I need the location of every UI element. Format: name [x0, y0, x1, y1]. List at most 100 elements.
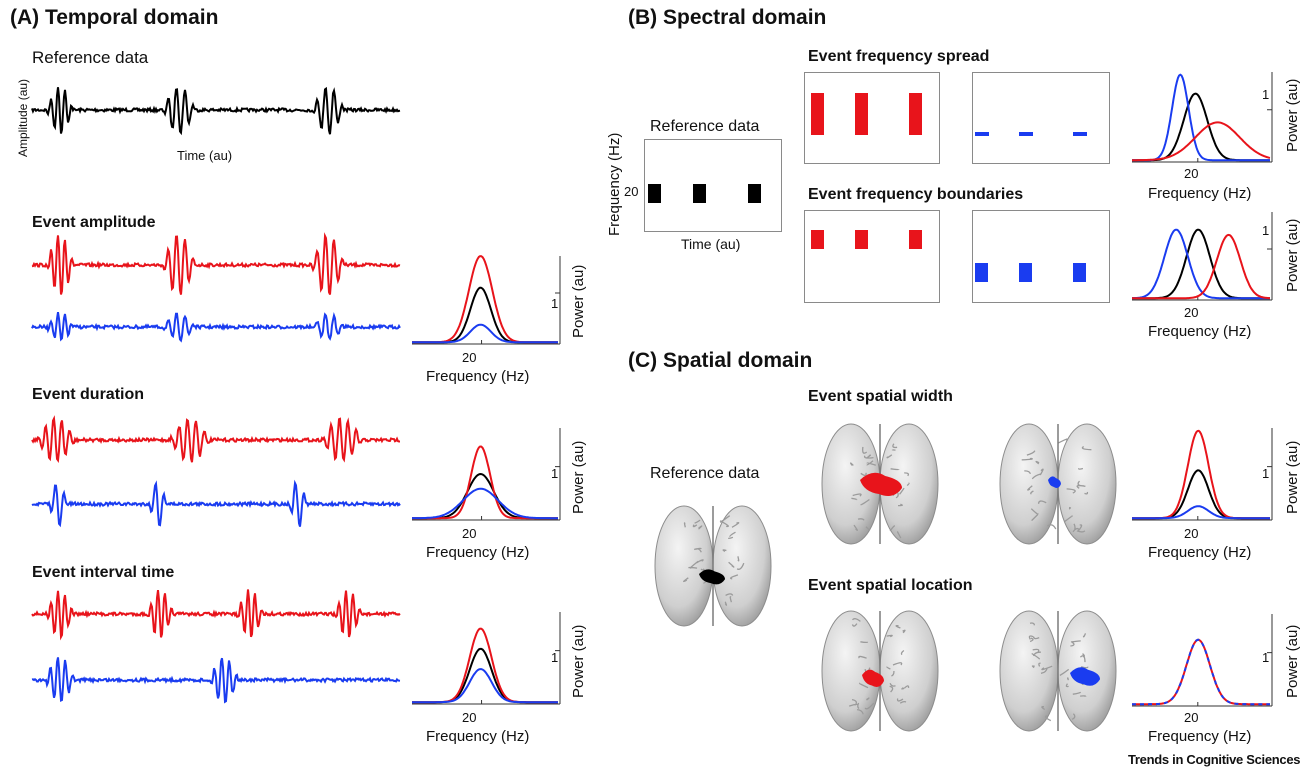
activation-blob — [862, 669, 884, 687]
activation-blob — [1070, 667, 1100, 686]
reference-time-trace — [31, 86, 401, 136]
spectrum-curve — [1132, 228, 1270, 300]
brain-gyri — [1021, 438, 1092, 533]
spectrum-curve — [412, 668, 558, 704]
brain-hemisphere — [999, 610, 1059, 732]
spectrum-duration — [412, 428, 561, 521]
amplitude-red-trace — [31, 232, 401, 295]
panel-b-frequency-label: Frequency (Hz) — [606, 132, 623, 236]
brain-spatial-location-blue — [999, 610, 1117, 732]
spectrum-curve — [412, 487, 558, 520]
activation-blob — [699, 569, 725, 585]
spectrum-spread-ytick: 1 — [1262, 87, 1270, 102]
boundaries-blue-block — [1073, 263, 1086, 282]
spread-blue-box — [972, 72, 1110, 164]
brain-gyri — [1028, 622, 1089, 722]
panel-b-reference-title: Reference data — [650, 118, 760, 135]
spectrum-axes — [1132, 428, 1273, 521]
spectrum-amplitude — [412, 255, 561, 345]
reference-spectral-box — [644, 139, 782, 232]
spectrum-boundaries-ylabel: Power (au) — [1284, 218, 1301, 292]
spectrum-width-xtick: 20 — [1184, 526, 1199, 541]
spectrum-curve — [412, 286, 558, 344]
panel-a-amplitude-label: Amplitude (au) — [16, 78, 30, 157]
boundaries-red-block — [909, 230, 922, 249]
spectrum-curve — [412, 323, 558, 344]
spectrum-interval-xtick: 20 — [462, 710, 477, 725]
brain-hemisphere — [1057, 423, 1117, 545]
reference-event-block — [648, 184, 661, 203]
event-frequency-spread-title: Event frequency spread — [808, 48, 990, 65]
spectrum-amplitude-ytick: 1 — [551, 296, 559, 311]
spectrum-spatial-width — [1132, 428, 1273, 521]
spectrum-curve — [1132, 469, 1270, 520]
reference-event-block — [693, 184, 706, 203]
boundaries-red-block — [811, 230, 824, 249]
brain-hemisphere — [999, 423, 1059, 545]
spectrum-axes — [1132, 614, 1273, 707]
spectrum-amplitude-xtick: 20 — [462, 350, 477, 365]
spectrum-frequency-boundaries — [1132, 212, 1273, 301]
spectrum-curve — [1132, 92, 1270, 162]
panel-b-time-label: Time (au) — [681, 236, 741, 252]
panel-a-title: (A) Temporal domain — [10, 6, 219, 29]
spectrum-axes — [412, 428, 561, 521]
spectrum-curve — [412, 255, 558, 344]
spectrum-curve — [412, 472, 558, 520]
activation-blob — [1048, 476, 1061, 488]
interval-blue-trace — [31, 657, 401, 704]
spread-red-block — [909, 93, 922, 135]
spectrum-spread-ylabel: Power (au) — [1284, 78, 1301, 152]
spectrum-boundaries-xtick: 20 — [1184, 305, 1199, 320]
panel-b-title: (B) Spectral domain — [628, 6, 827, 29]
activation-blob — [860, 472, 902, 496]
spectrum-curve — [1132, 233, 1270, 300]
spectrum-curve — [412, 627, 558, 704]
panel-c-title: (C) Spatial domain — [628, 349, 813, 372]
spectrum-curve — [1132, 505, 1270, 520]
spectrum-location-xlabel: Frequency (Hz) — [1148, 728, 1252, 745]
spectrum-curve — [412, 647, 558, 704]
reference-event-block — [748, 184, 761, 203]
spectrum-amplitude-xlabel: Frequency (Hz) — [426, 368, 530, 385]
spectrum-axes — [1132, 212, 1273, 301]
spectrum-location-xtick: 20 — [1184, 710, 1199, 725]
spectrum-interval-xlabel: Frequency (Hz) — [426, 728, 530, 745]
spectrum-curve — [1132, 121, 1271, 162]
panel-c-reference-title: Reference data — [650, 465, 760, 482]
panel-a-time-label: Time (au) — [177, 148, 233, 163]
interval-red-trace — [31, 589, 401, 641]
spectrum-interval-ytick: 1 — [551, 650, 559, 665]
spectrum-spread-xlabel: Frequency (Hz) — [1148, 185, 1252, 202]
spectrum-axes — [1132, 72, 1273, 163]
spectrum-curve — [1132, 638, 1270, 706]
spread-red-box — [804, 72, 940, 164]
spectrum-location-ytick: 1 — [1262, 650, 1270, 665]
amplitude-blue-trace — [31, 311, 401, 343]
spectrum-boundaries-xlabel: Frequency (Hz) — [1148, 323, 1252, 340]
spectrum-duration-xtick: 20 — [462, 526, 477, 541]
spectrum-frequency-spread — [1132, 72, 1273, 163]
brain-hemisphere — [879, 610, 939, 732]
spectrum-location-ylabel: Power (au) — [1284, 624, 1301, 698]
event-amplitude-title: Event amplitude — [32, 214, 156, 231]
spectrum-duration-ytick: 1 — [551, 466, 559, 481]
spectrum-spread-xtick: 20 — [1184, 166, 1199, 181]
boundaries-blue-box — [972, 210, 1110, 303]
spread-blue-block — [1019, 132, 1033, 136]
journal-credit: Trends in Cognitive Sciences — [1128, 752, 1301, 767]
spread-red-block — [855, 93, 868, 135]
spectrum-width-ytick: 1 — [1262, 466, 1270, 481]
spectrum-axes — [412, 256, 561, 345]
spectrum-curve — [1132, 429, 1270, 520]
spectrum-axes — [412, 612, 561, 705]
spectrum-width-xlabel: Frequency (Hz) — [1148, 544, 1252, 561]
spectrum-curve — [1132, 638, 1270, 706]
panel-b-ytick-20: 20 — [624, 184, 639, 199]
brain-spatial-location-red — [821, 610, 939, 732]
boundaries-blue-block — [1019, 263, 1032, 282]
spectrum-interval-ylabel: Power (au) — [570, 624, 587, 698]
panel-a-reference-title: Reference data — [32, 48, 149, 67]
boundaries-blue-block — [975, 263, 988, 282]
event-spatial-location-title: Event spatial location — [808, 577, 973, 594]
